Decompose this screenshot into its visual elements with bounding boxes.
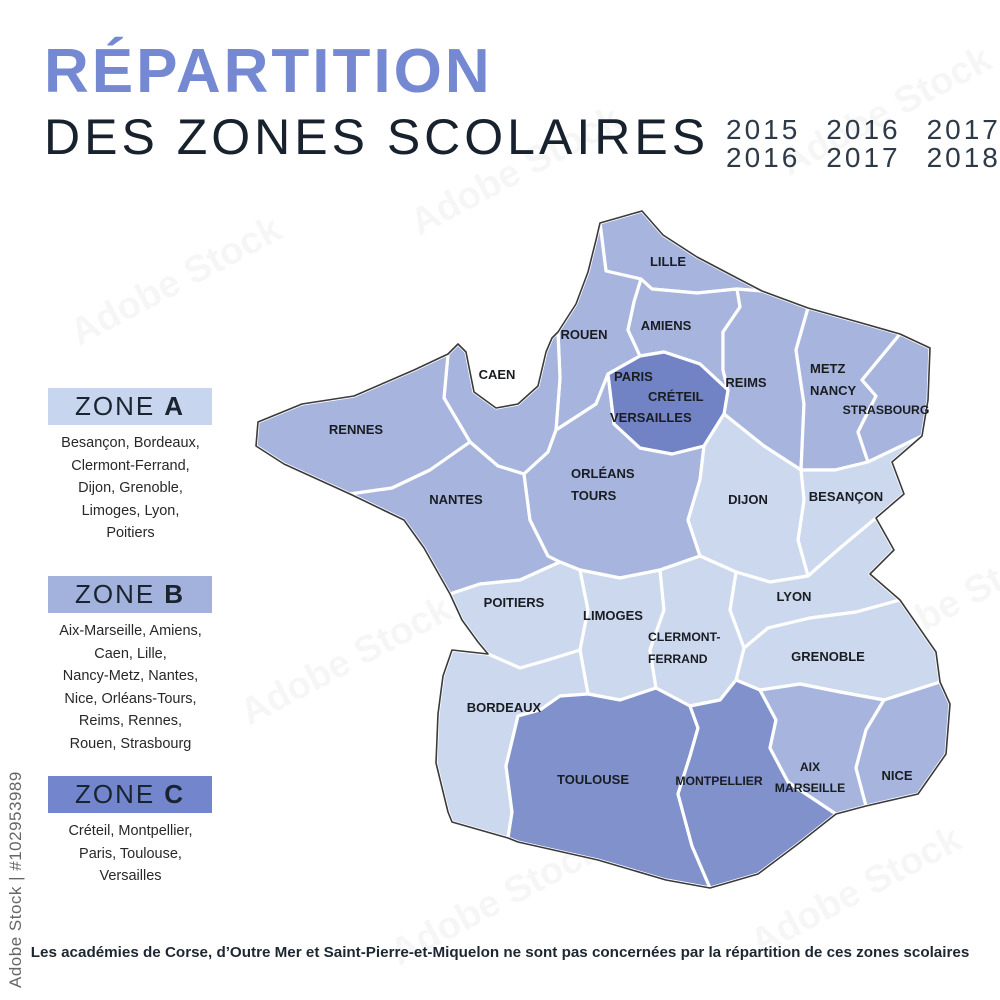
year: 2015 [726,114,801,145]
zone-b-academies: Aix-Marseille, Amiens, Caen, Lille, Nanc… [18,620,243,755]
map-label-versailles: VERSAILLES [610,410,692,425]
zone-b-line: Aix-Marseille, Amiens, [59,623,202,639]
map-label-nice: NICE [881,768,912,783]
zone-b-line: Reims, Rennes, [78,713,183,729]
map-label-tours: TOURS [571,488,617,503]
map-label-limoges: LIMOGES [583,608,643,623]
school-years: 2015 2016 2017 2016 2017 2018 [726,116,1000,172]
map-label-strasbourg: STRASBOURG [843,403,930,417]
zone-c-line: Versailles [99,868,162,884]
zone-b-line: Nice, Orléans-Tours, [64,690,197,707]
map-label-grenoble: GRENOBLE [791,649,865,664]
map-label-rouen: ROUEN [561,327,608,342]
map-label-orleans: ORLÉANS [571,466,635,481]
map-label-lyon: LYON [777,589,812,604]
france-outline [255,210,951,889]
map-label-marseille: MARSEILLE [775,781,845,795]
map-label-besancon: BESANÇON [809,489,883,504]
map-label-nantes: NANTES [429,492,483,507]
year: 2016 [726,142,801,173]
zone-c-academies: Créteil, Montpellier, Paris, Toulouse, V… [18,820,243,888]
zone-b-line: Nancy-Metz, Nantes, [62,668,199,684]
map-label-toulouse: TOULOUSE [557,772,629,787]
map-label-nancy: NANCY [810,383,857,398]
map-label-clermont: CLERMONT- [648,630,720,644]
map-label-poitiers: POITIERS [484,595,545,610]
page-title: RÉPARTITION [44,37,493,106]
zone-b-line: Caen, Lille, [94,645,167,662]
stock-id-watermark: Adobe Stock | #102953989 [6,771,25,988]
zone-a-line: Dijon, Grenoble, [78,480,183,496]
zone-b-letter: B [164,579,185,609]
zone-a-line: Clermont-Ferrand, [71,457,190,474]
map-label-reims: REIMS [725,375,767,390]
map-label-creteil: CRÉTEIL [648,389,704,404]
zone-c-line: Créteil, Montpellier, [68,823,193,839]
map-label-bordeaux: BORDEAUX [467,700,542,715]
map-label-amiens: AMIENS [641,318,692,333]
year: 2017 [926,114,1000,145]
zone-b-title: ZONE [74,579,156,609]
page-subtitle: DES ZONES SCOLAIRES [44,109,710,165]
map-label-caen: CAEN [479,367,516,382]
school-years-row-1: 2015 2016 2017 [726,116,1000,144]
zone-c-header: ZONE C [48,776,212,813]
map-label-dijon: DIJON [728,492,768,507]
zone-c-letter: C [164,779,185,809]
zone-a-line: Besançon, Bordeaux, [61,435,200,451]
exclusion-note: Les académies de Corse, d’Outre Mer et S… [30,944,970,961]
map-label-rennes: RENNES [329,422,384,437]
map-label-montpellier: MONTPELLIER [675,774,763,788]
zone-a-letter: A [164,391,185,421]
zone-a-line: Limoges, Lyon, [81,502,180,519]
zone-a-header: ZONE A [48,388,212,425]
year: 2018 [926,142,1000,173]
zone-a-line: Poitiers [106,525,155,541]
map-label-aix: AIX [800,760,821,774]
zone-b-header: ZONE B [48,576,212,613]
zone-c-line: Paris, Toulouse, [79,845,182,862]
map-label-ferrand: FERRAND [648,652,708,666]
zone-a-academies: Besançon, Bordeaux, Clermont-Ferrand, Di… [18,432,243,545]
year: 2017 [826,142,901,173]
map-label-paris: PARIS [614,369,653,384]
map-label-lille: LILLE [650,254,686,269]
year: 2016 [826,114,901,145]
zone-a-title: ZONE [74,391,156,421]
zone-c-title: ZONE [74,779,156,809]
map-label-metz: METZ [810,361,845,376]
school-years-row-2: 2016 2017 2018 [726,144,1000,172]
zone-b-line: Rouen, Strasbourg [69,735,192,752]
